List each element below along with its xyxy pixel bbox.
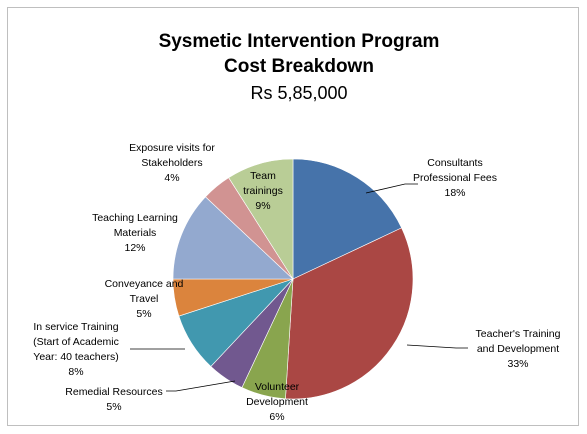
leader-lines: [130, 183, 468, 392]
data-label-consultants-professional-fees: Consultants Professional Fees 18%: [413, 157, 497, 199]
pie-slice-team-trainings: [228, 158, 294, 281]
data-label-remedial-resources: Remedial Resources 5%: [65, 386, 162, 413]
data-label-volunteer-development: Volunteer Development 6%: [246, 381, 308, 423]
chart-frame: Sysmetic Intervention Program Cost Break…: [7, 7, 579, 426]
chart-subtitle: Rs 5,85,000: [250, 83, 347, 103]
data-labels: Consultants Professional Fees 18% Teacher's…: [33, 142, 560, 423]
leader-line-teacher-s-training-and-development: [406, 344, 468, 349]
chart-title-line2: Cost Breakdown: [224, 56, 374, 77]
data-label-in-service-training-start-of-academic-year-40-teachers: In service Training (Start of Academic Yea…: [33, 321, 119, 378]
pie-slices: [172, 158, 414, 400]
data-label-exposure-visits-for-stakeholders: Exposure visits for Stakeholders 4%: [129, 142, 215, 184]
leader-line-consultants-professional-fees: [365, 183, 418, 194]
pie-chart: Sysmetic Intervention Program Cost Break…: [33, 31, 560, 423]
pie-slice-teacher-s-training-and-development: [285, 227, 414, 400]
data-label-teacher-s-training-and-development: Teacher's Training and Development 33%: [476, 328, 561, 370]
data-label-conveyance-and-travel: Conveyance and Travel 5%: [105, 278, 184, 320]
leader-line-remedial-resources: [166, 380, 236, 392]
data-label-teaching-learning-materials: Teaching Learning Materials 12%: [92, 212, 178, 254]
data-label-team-trainings: Team trainings 9%: [243, 170, 283, 212]
chart-title: Sysmetic Intervention Program: [159, 31, 440, 52]
pie-slice-teaching-learning-materials: [172, 196, 294, 280]
pie-slice-consultants-professional-fees: [292, 158, 402, 280]
